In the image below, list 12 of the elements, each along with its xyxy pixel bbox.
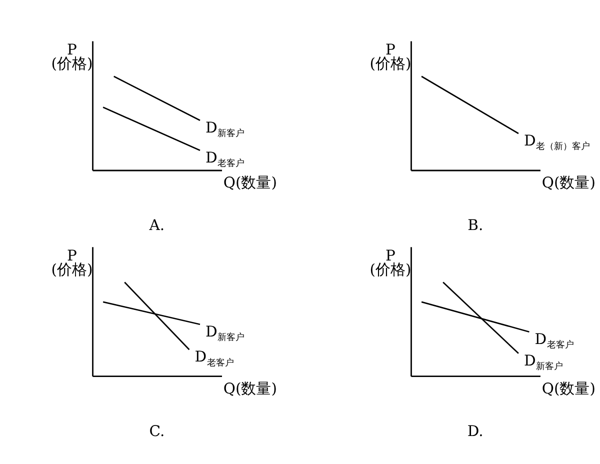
text: B. xyxy=(468,217,484,234)
y-axis-title: P (价格) xyxy=(51,42,93,72)
y-axis-title: P (价格) xyxy=(51,248,93,278)
text: D. xyxy=(467,422,484,440)
x-axis-title: Q(数量) xyxy=(223,174,277,192)
text: A. xyxy=(148,217,165,234)
x-axis-title: Q(数量) xyxy=(542,174,596,192)
y-axis-title: P (价格) xyxy=(370,42,412,72)
y-axis-title: P (价格) xyxy=(370,248,412,278)
x-axis-title: Q(数量) xyxy=(542,380,596,398)
x-axis-title: Q(数量) xyxy=(223,380,277,398)
text: C. xyxy=(149,422,165,440)
